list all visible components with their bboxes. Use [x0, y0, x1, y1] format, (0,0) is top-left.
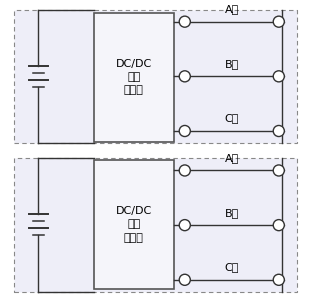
- Ellipse shape: [179, 126, 190, 137]
- Text: C相: C相: [225, 113, 239, 123]
- Ellipse shape: [273, 220, 284, 231]
- Ellipse shape: [179, 220, 190, 231]
- Text: A相: A相: [225, 4, 239, 14]
- Bar: [14, 158, 297, 292]
- Text: DC/DC
直流
变换器: DC/DC 直流 变换器: [116, 206, 152, 243]
- Ellipse shape: [273, 274, 284, 285]
- Bar: [94, 13, 174, 142]
- Text: B相: B相: [225, 208, 239, 218]
- Ellipse shape: [179, 165, 190, 176]
- Text: A相: A相: [225, 153, 239, 163]
- Ellipse shape: [273, 165, 284, 176]
- Ellipse shape: [273, 126, 284, 137]
- Text: DC/DC
直流
变换器: DC/DC 直流 变换器: [116, 59, 152, 95]
- Ellipse shape: [179, 274, 190, 285]
- Ellipse shape: [179, 16, 190, 27]
- Ellipse shape: [179, 71, 190, 82]
- Bar: [94, 160, 174, 289]
- Bar: [14, 10, 297, 143]
- Ellipse shape: [273, 16, 284, 27]
- Text: B相: B相: [225, 59, 239, 69]
- Ellipse shape: [273, 71, 284, 82]
- Text: C相: C相: [225, 262, 239, 272]
